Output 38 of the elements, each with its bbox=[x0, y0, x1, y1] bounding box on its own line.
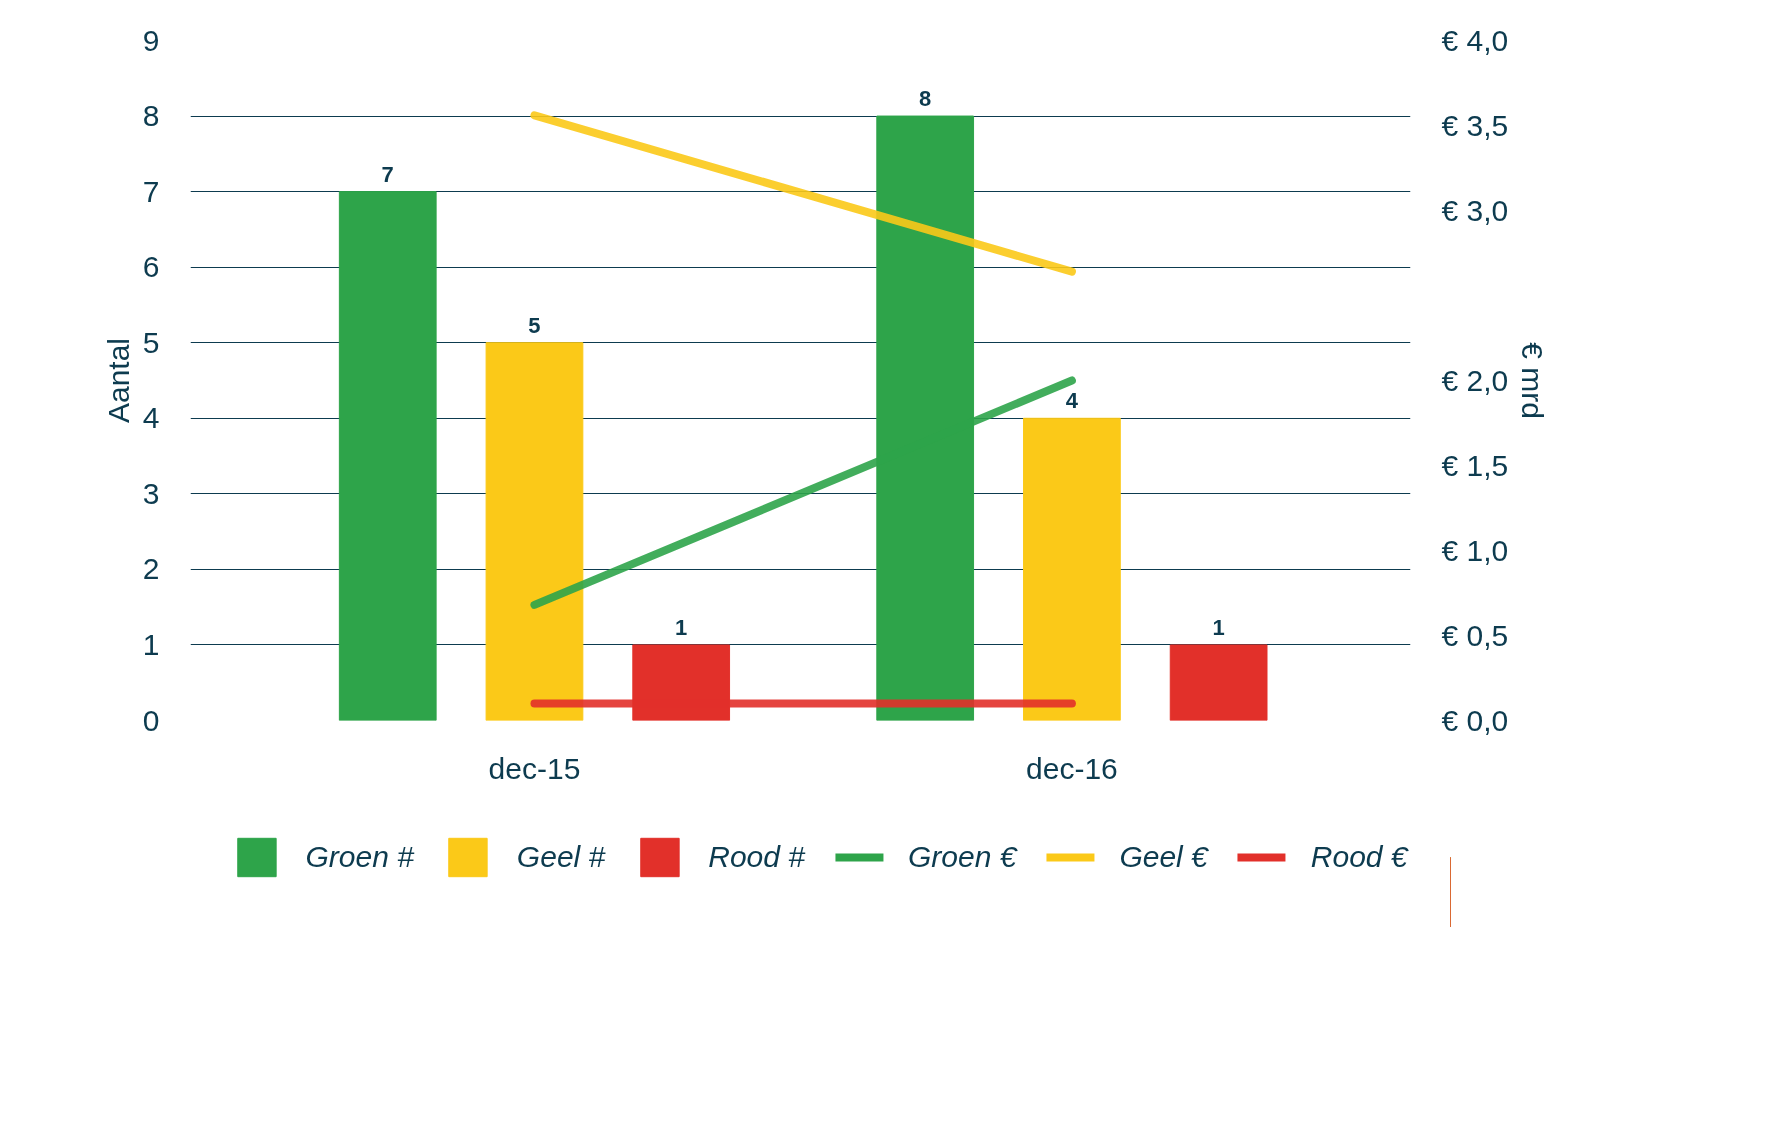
y2-tick-label: € 3,0 bbox=[1441, 194, 1509, 227]
y-tick-label: 1 bbox=[142, 627, 160, 661]
legend-label: Geel # bbox=[516, 840, 606, 874]
bar bbox=[1023, 417, 1121, 721]
data-label: 5 bbox=[528, 312, 541, 338]
x-tick-label: dec-16 bbox=[1026, 751, 1118, 785]
data-label: 4 bbox=[1065, 388, 1079, 414]
y2-tick-label: € 0,5 bbox=[1441, 619, 1509, 652]
y-tick-label: 4 bbox=[142, 401, 160, 435]
data-label: 8 bbox=[919, 86, 932, 112]
bar bbox=[485, 342, 584, 721]
y-tick-label: 5 bbox=[142, 325, 160, 359]
y-tick-label: 3 bbox=[142, 476, 160, 510]
y2-axis-title: € mrd bbox=[1516, 342, 1550, 419]
bar bbox=[338, 191, 437, 721]
y2-tick-label: € 2,0 bbox=[1441, 364, 1509, 397]
legend-label: Rood € bbox=[1310, 840, 1408, 874]
data-label: 1 bbox=[1212, 614, 1225, 640]
y-axis-title: Aantal bbox=[101, 337, 135, 424]
y2-tick-label: € 3,5 bbox=[1441, 109, 1509, 142]
y2-tick-label: € 1,0 bbox=[1441, 534, 1509, 567]
y2-tick-label: € 0,0 bbox=[1441, 704, 1509, 737]
legend-label: Rood # bbox=[708, 840, 805, 874]
y-tick-label: 8 bbox=[142, 99, 160, 133]
data-label: 7 bbox=[381, 161, 394, 187]
y-tick-label: 2 bbox=[142, 552, 160, 586]
y2-tick-label: € 4,0 bbox=[1441, 24, 1509, 57]
bar bbox=[1169, 644, 1268, 721]
y2-tick-label: € 1,5 bbox=[1441, 449, 1509, 482]
y-tick-label: 6 bbox=[142, 250, 160, 284]
legend-label: Groen € bbox=[908, 840, 1017, 874]
x-tick-label: dec-15 bbox=[488, 751, 581, 785]
legend-label: Groen # bbox=[305, 840, 414, 874]
y-tick-label: 9 bbox=[142, 23, 160, 57]
y-tick-label: 0 bbox=[142, 703, 160, 737]
data-label: 1 bbox=[675, 614, 688, 640]
legend-label: Geel € bbox=[1119, 840, 1208, 874]
y-tick-label: 7 bbox=[142, 174, 160, 208]
